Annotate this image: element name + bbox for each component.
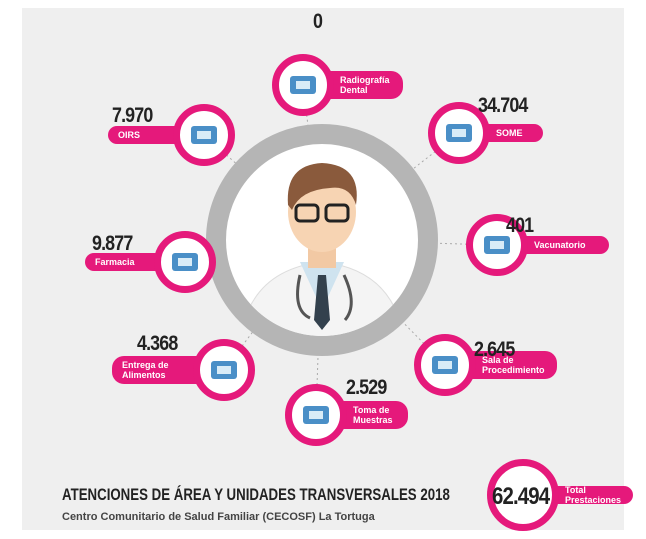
node-circle xyxy=(487,459,559,531)
node-circle xyxy=(154,231,216,293)
node-circle xyxy=(466,214,528,276)
node-circle xyxy=(285,384,347,446)
icon xyxy=(191,126,217,144)
value: 2.529 xyxy=(346,376,387,399)
icon xyxy=(432,356,458,374)
value: 2.645 xyxy=(474,338,515,361)
icon xyxy=(446,124,472,142)
value: 7.970 xyxy=(112,104,153,127)
title: ATENCIONES DE ÁREA Y UNIDADES TRANSVERSA… xyxy=(62,485,450,504)
value: 4.368 xyxy=(137,332,178,355)
total-value: 62.494 xyxy=(492,483,550,510)
value: 34.704 xyxy=(478,94,528,117)
value: 401 xyxy=(506,214,534,237)
doctor xyxy=(239,163,405,336)
icon xyxy=(172,253,198,271)
icon xyxy=(290,76,316,94)
node-circle xyxy=(193,339,255,401)
subtitle: Centro Comunitario de Salud Familiar (CE… xyxy=(62,511,375,523)
node-circle xyxy=(272,54,334,116)
node-circle xyxy=(173,104,235,166)
icon xyxy=(211,361,237,379)
icon xyxy=(484,236,510,254)
icon xyxy=(303,406,329,424)
value: 0 xyxy=(313,10,323,33)
node-circle xyxy=(428,102,490,164)
value: 9.877 xyxy=(92,232,133,255)
node-circle xyxy=(414,334,476,396)
